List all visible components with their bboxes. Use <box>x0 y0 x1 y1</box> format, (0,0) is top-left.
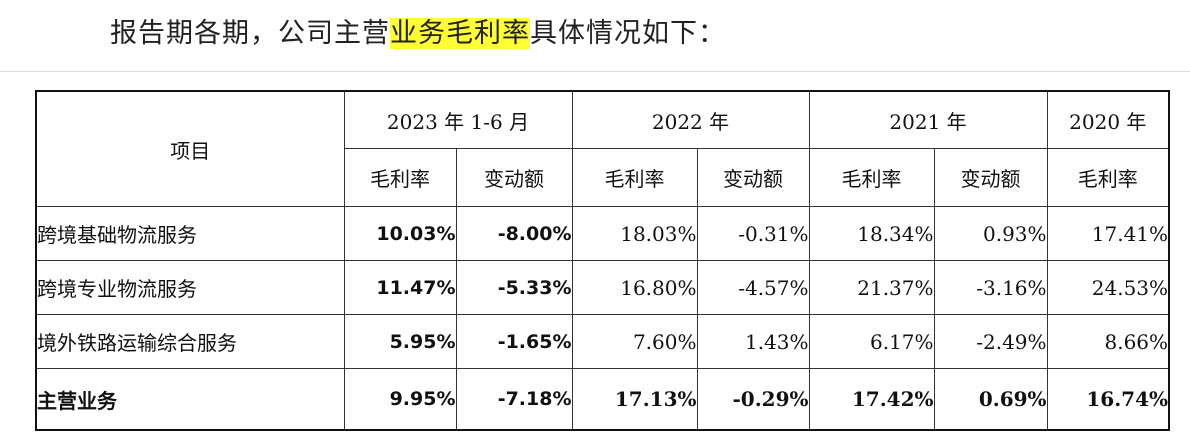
change-header: 变动额 <box>696 148 810 207</box>
row-label-total: 主营业务 <box>35 368 345 431</box>
cell-value: -7.18% <box>455 368 573 431</box>
period-header-2021: 2021 年 <box>808 90 1048 149</box>
intro-text-before: 报告期各期，公司主营 <box>110 18 390 49</box>
cell-value: 16.74% <box>1046 368 1170 431</box>
cell-value: -5.33% <box>455 260 573 315</box>
cell-value: 0.93% <box>933 206 1048 261</box>
cell-value: 18.03% <box>571 206 698 261</box>
cell-value: -2.49% <box>933 314 1048 369</box>
change-header: 变动额 <box>455 148 573 207</box>
period-header-2022: 2022 年 <box>571 90 810 149</box>
item-header: 项目 <box>35 90 345 207</box>
cell-value: 10.03% <box>343 206 457 261</box>
change-header: 变动额 <box>933 148 1048 207</box>
row-label: 跨境基础物流服务 <box>35 206 345 261</box>
table-row-total: 主营业务 9.95% -7.18% 17.13% -0.29% 17.42% 0… <box>35 368 1170 431</box>
cell-value: 17.13% <box>571 368 698 431</box>
cell-value: -8.00% <box>455 206 573 261</box>
cell-value: 16.80% <box>571 260 698 315</box>
cell-value: -0.31% <box>696 206 810 261</box>
cell-value: 6.17% <box>808 314 935 369</box>
margin-header: 毛利率 <box>808 148 935 207</box>
cell-value: 9.95% <box>343 368 457 431</box>
gross-margin-table: 项目 2023 年 1-6 月 2022 年 2021 年 2020 年 毛利率… <box>35 90 1171 431</box>
cell-value: -1.65% <box>455 314 573 369</box>
margin-header: 毛利率 <box>343 148 457 207</box>
margin-header: 毛利率 <box>1046 148 1170 207</box>
table-row: 跨境基础物流服务 10.03% -8.00% 18.03% -0.31% 18.… <box>35 206 1170 261</box>
cell-value: 21.37% <box>808 260 935 315</box>
divider-line <box>0 71 1190 72</box>
header-row-periods: 项目 2023 年 1-6 月 2022 年 2021 年 2020 年 <box>35 90 1170 207</box>
table-row: 跨境专业物流服务 11.47% -5.33% 16.80% -4.57% 21.… <box>35 260 1170 315</box>
table-row: 境外铁路运输综合服务 5.95% -1.65% 7.60% 1.43% 6.17… <box>35 314 1170 369</box>
cell-value: 8.66% <box>1046 314 1170 369</box>
cell-value: 1.43% <box>696 314 810 369</box>
margin-header: 毛利率 <box>571 148 698 207</box>
cell-value: 5.95% <box>343 314 457 369</box>
cell-value: 17.41% <box>1046 206 1170 261</box>
period-header-2023h1: 2023 年 1-6 月 <box>343 90 573 149</box>
cell-value: 0.69% <box>933 368 1048 431</box>
cell-value: 11.47% <box>343 260 457 315</box>
cell-value: -3.16% <box>933 260 1048 315</box>
period-header-2020: 2020 年 <box>1046 90 1170 149</box>
row-label: 跨境专业物流服务 <box>35 260 345 315</box>
intro-text-highlight: 业务毛利率 <box>390 18 530 49</box>
cell-value: 17.42% <box>808 368 935 431</box>
row-label: 境外铁路运输综合服务 <box>35 314 345 369</box>
intro-text-after: 具体情况如下： <box>530 18 726 49</box>
intro-sentence: 报告期各期，公司主营业务毛利率具体情况如下： <box>110 14 726 54</box>
cell-value: -4.57% <box>696 260 810 315</box>
cell-value: 18.34% <box>808 206 935 261</box>
cell-value: -0.29% <box>696 368 810 431</box>
cell-value: 7.60% <box>571 314 698 369</box>
cell-value: 24.53% <box>1046 260 1170 315</box>
